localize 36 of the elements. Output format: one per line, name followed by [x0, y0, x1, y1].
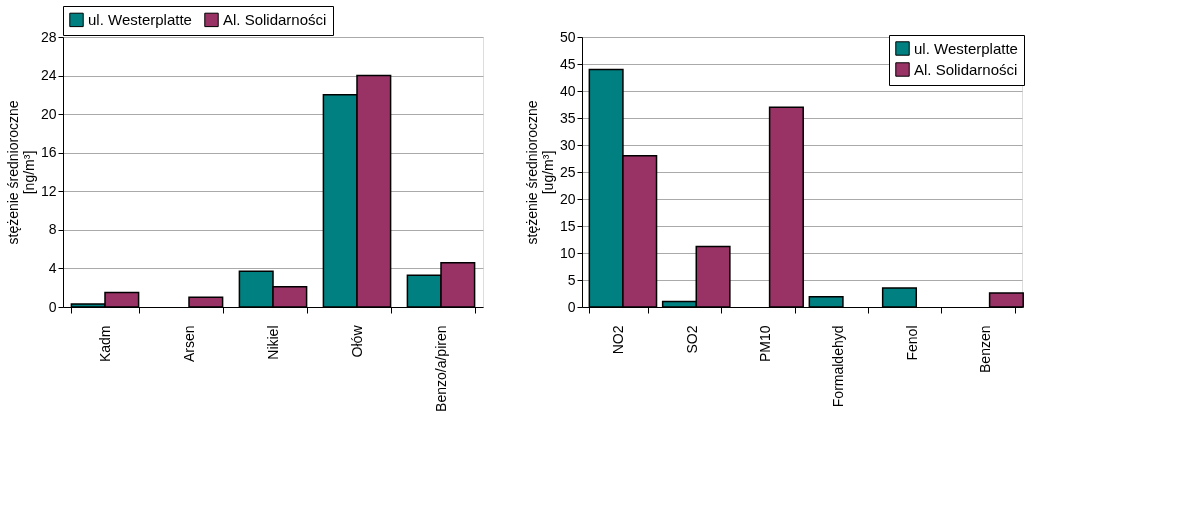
y-axis-title: stężenie średnioroczne [ng/m³]: [4, 100, 37, 245]
y-tick-label: 16: [40, 144, 57, 161]
x-tick-label: SO2: [683, 325, 700, 354]
x-tick-label: Formaldehyd: [830, 325, 847, 408]
x-tick-label: Kadm: [96, 325, 113, 363]
x-tick-label: Arsen: [180, 325, 197, 363]
y-tick-label: 10: [559, 244, 576, 261]
y-tick-label: 20: [40, 105, 57, 122]
x-tick-label: Fenol: [903, 325, 920, 361]
y-tick-label: 45: [559, 55, 576, 72]
legend-label: ul. Westerplatte: [88, 10, 192, 28]
legend-label: ul. Westerplatte: [914, 39, 1018, 57]
y-tick-label: 30: [559, 136, 576, 153]
x-tick-label: Benzo/a/piren: [432, 325, 449, 412]
x-tick-label: Ołów: [348, 324, 365, 358]
y-tick-label: 28: [40, 28, 57, 45]
y-tick-label: 50: [559, 28, 576, 45]
y-tick-label: 12: [40, 182, 57, 199]
y-tick-label: 5: [567, 271, 576, 288]
y-tick-label: 15: [559, 217, 576, 234]
y-tick-label: 0: [48, 298, 57, 315]
y-tick-label: 25: [559, 163, 576, 180]
y-axis-title: stężenie średnioroczne [ug/m³]: [523, 100, 556, 245]
y-tick-label: 4: [48, 259, 57, 276]
y-tick-label: 35: [559, 109, 576, 126]
x-tick-label: NO2: [610, 325, 627, 355]
y-tick-label: 0: [567, 298, 576, 315]
y-tick-label: 20: [559, 190, 576, 207]
x-tick-label: Benzen: [976, 325, 993, 373]
x-tick-label: Nikiel: [264, 325, 281, 360]
y-tick-label: 8: [48, 221, 57, 238]
x-tick-label: PM10: [756, 325, 773, 363]
y-tick-label: 40: [559, 82, 576, 99]
legend-label: Al. Solidarności: [914, 60, 1018, 78]
y-tick-label: 24: [40, 67, 57, 84]
legend-label: Al. Solidarności: [223, 10, 327, 28]
